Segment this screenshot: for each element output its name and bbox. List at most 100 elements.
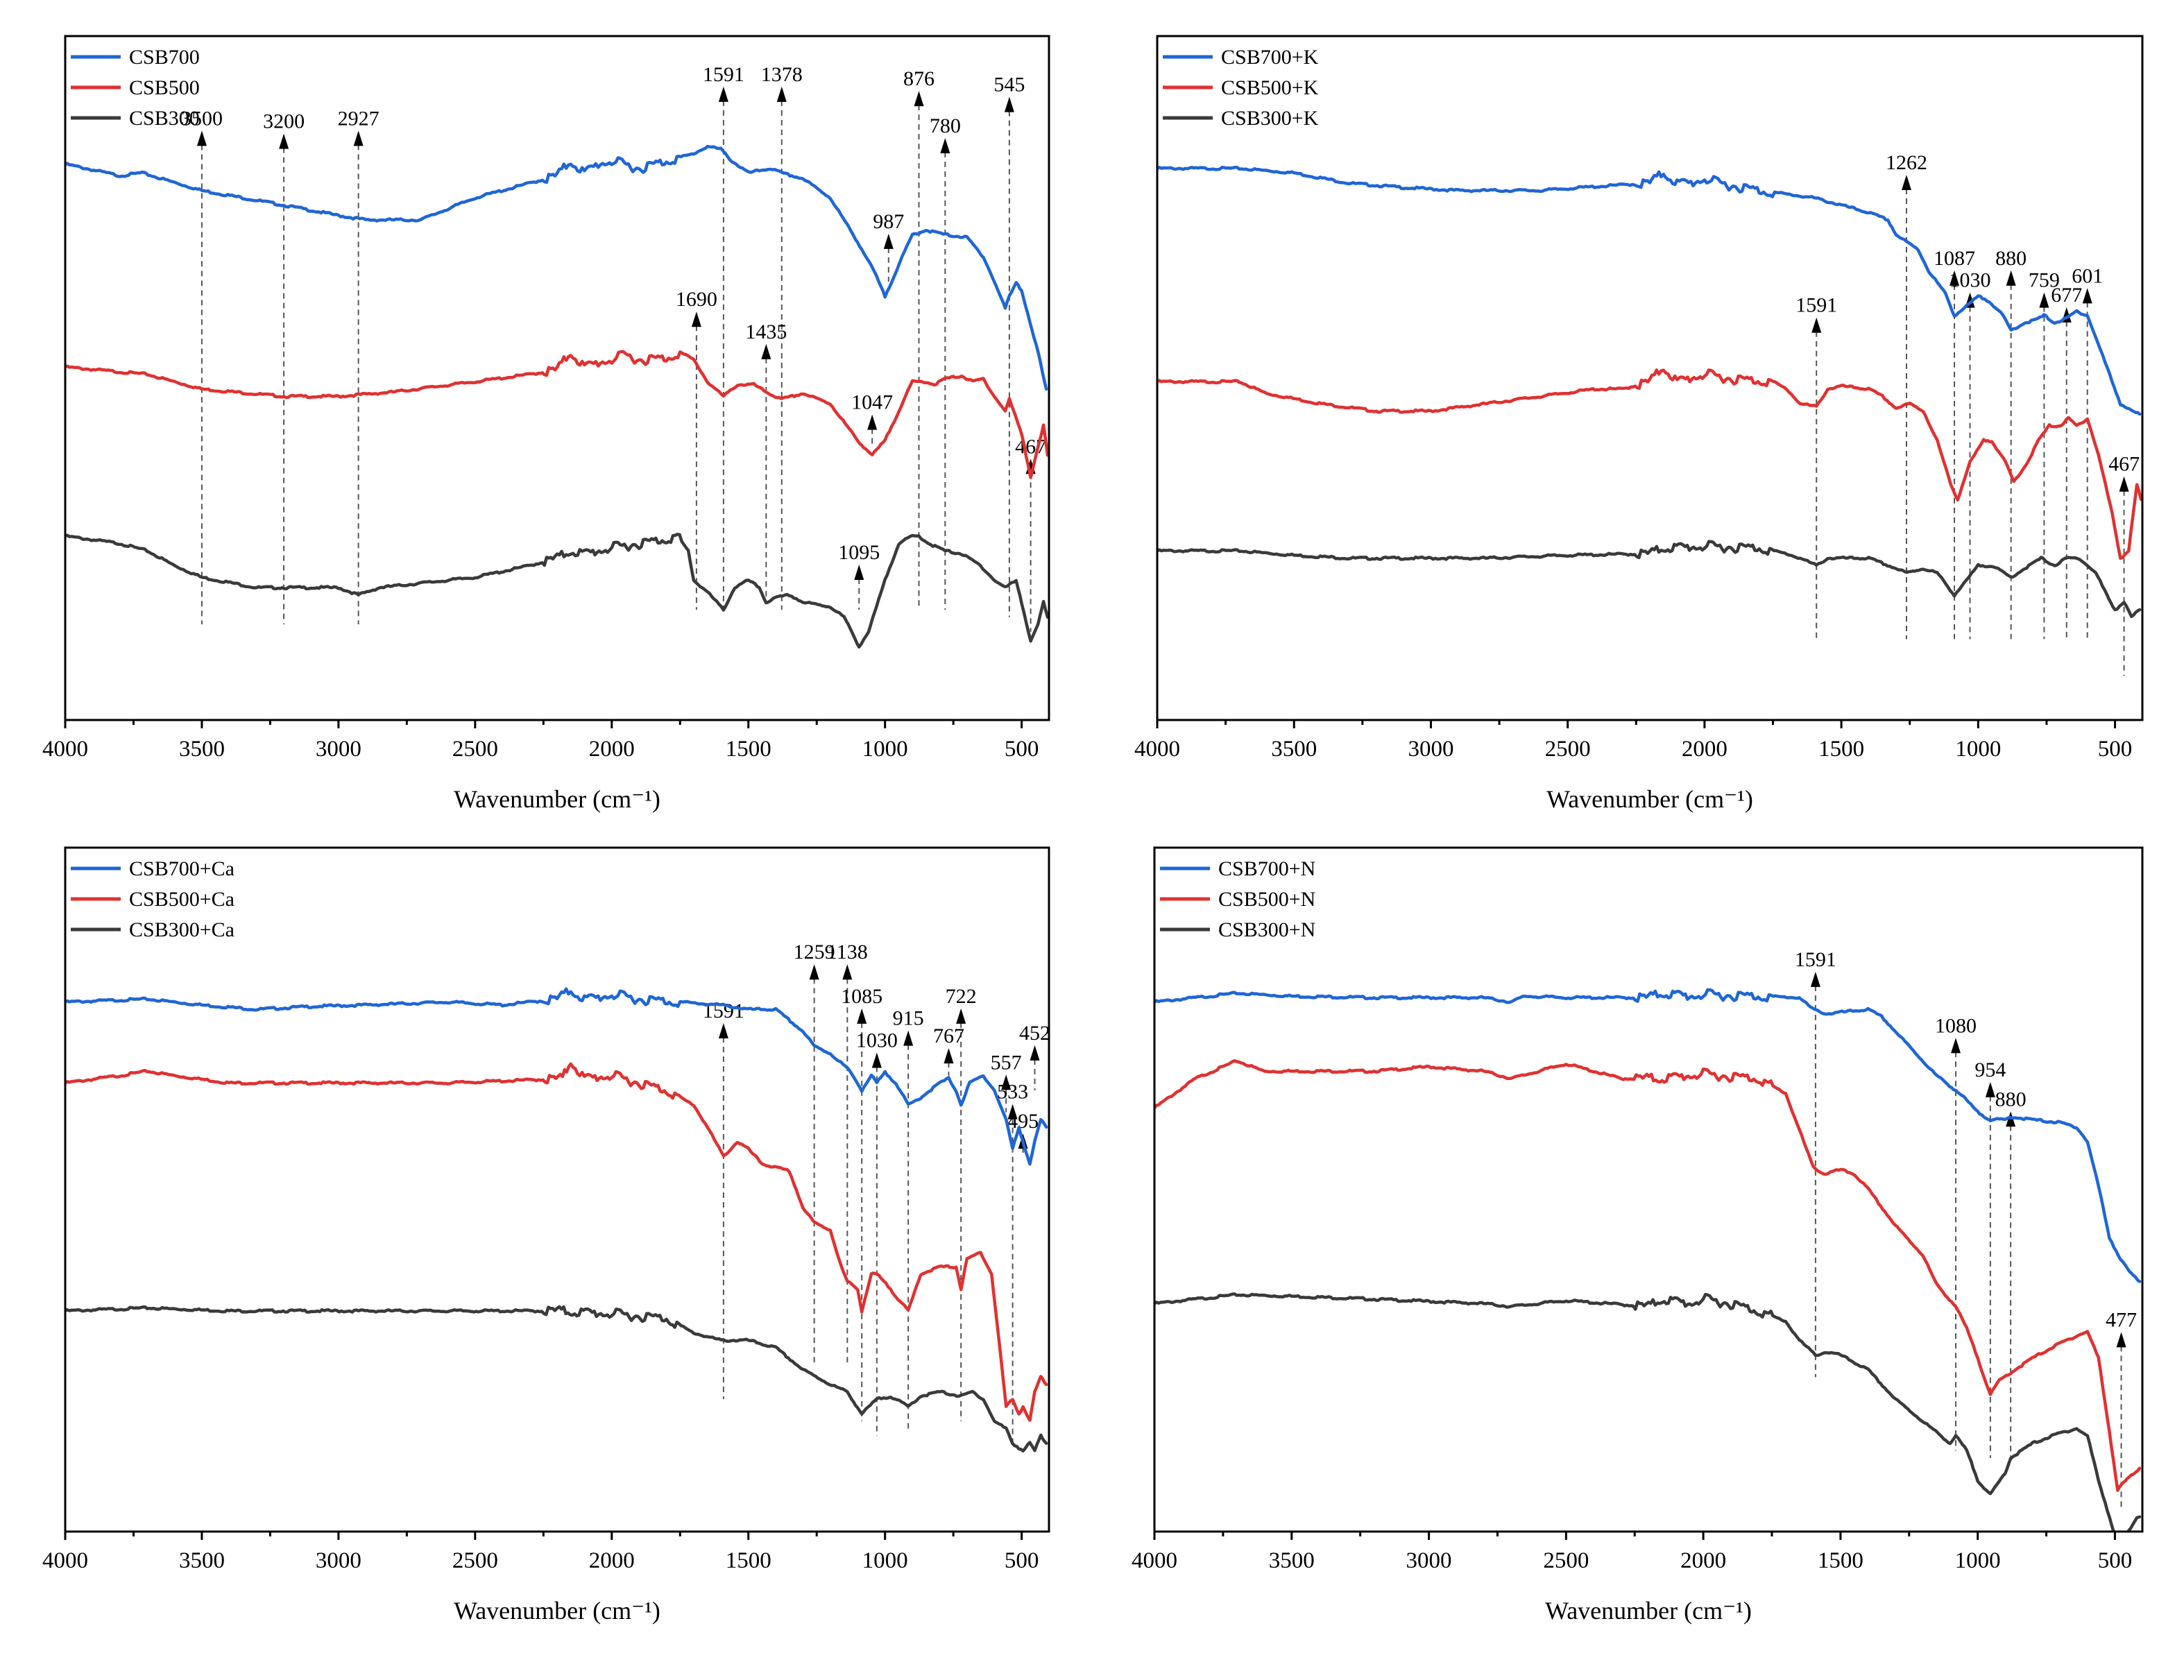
- peak-label-1030: 1030: [856, 1029, 898, 1052]
- peak-arrow-1259: [809, 964, 819, 980]
- x-tick-label: 2500: [452, 1548, 498, 1573]
- series-line-csb300: [65, 533, 1049, 649]
- x-tick-label: 4000: [1134, 737, 1180, 762]
- peak-arrow-759: [2039, 292, 2049, 308]
- peak-arrow-557: [1001, 1074, 1012, 1090]
- plot-frame: [1156, 35, 2144, 721]
- peak-label-557: 557: [991, 1051, 1022, 1074]
- x-axis-label: Wavenumber (cm⁻¹): [454, 1597, 660, 1625]
- peak-label-1591: 1591: [1795, 294, 1837, 317]
- peak-label-3200: 3200: [263, 110, 305, 133]
- peak-arrow-1378: [776, 86, 787, 102]
- legend-label: CSB700+Ca: [129, 857, 234, 880]
- peak-label-987: 987: [873, 210, 904, 233]
- peak-label-759: 759: [2029, 269, 2060, 292]
- legend-label: CSB300: [129, 107, 200, 130]
- legend-label: CSB500+Ca: [129, 888, 234, 911]
- peak-arrow-601: [2082, 288, 2092, 304]
- series-line-csb700-k: [1157, 165, 2142, 416]
- peak-arrow-1047: [867, 414, 878, 430]
- peak-arrow-954: [1985, 1081, 1995, 1097]
- panel-d: 1591 1080 954 880 477 4000 3500 3000 2500 2000 150…: [1132, 846, 2144, 1625]
- series-line-csb300-k: [1157, 540, 2142, 619]
- peak-arrow-722: [956, 1008, 966, 1024]
- peak-label-1085: 1085: [841, 985, 882, 1008]
- x-tick-label: 1000: [1955, 1548, 2001, 1573]
- x-tick-label: 1000: [1955, 737, 2001, 762]
- series-line-csb500-n: [1154, 1058, 2142, 1492]
- peak-arrow-780: [940, 138, 950, 154]
- legend-label: CSB700+N: [1218, 857, 1315, 880]
- peak-arrow-1138: [842, 964, 853, 980]
- legend-label: CSB500+N: [1218, 888, 1315, 911]
- peak-label-1138: 1138: [827, 941, 868, 963]
- peak-arrow-1087: [1950, 270, 1960, 286]
- plot-frame: [64, 846, 1050, 1533]
- peak-arrow-1085: [857, 1008, 867, 1024]
- peak-label-1080: 1080: [1935, 1014, 1977, 1037]
- peak-label-915: 915: [893, 1007, 924, 1030]
- series-line-csb300-n: [1154, 1292, 2142, 1532]
- x-tick-label: 1500: [726, 1548, 771, 1573]
- legend-label: CSB500+K: [1221, 76, 1319, 99]
- peak-arrow-915: [903, 1030, 914, 1046]
- peak-arrow-1591: [1810, 971, 1820, 987]
- peak-label-477: 477: [2106, 1308, 2137, 1331]
- peak-arrow-452: [1030, 1045, 1040, 1061]
- series-line-csb500-ca: [65, 1062, 1048, 1422]
- peak-label-1259: 1259: [794, 941, 835, 963]
- peak-label-1262: 1262: [1886, 151, 1927, 174]
- peak-arrow-1690: [691, 311, 701, 327]
- peak-arrow-477: [2116, 1332, 2126, 1348]
- peak-arrow-1095: [854, 564, 864, 580]
- x-tick-label: 4000: [42, 1548, 88, 1573]
- x-tick-label: 2000: [1680, 1548, 1726, 1573]
- legend-label: CSB300+K: [1221, 107, 1319, 130]
- x-tick-label: 3500: [179, 737, 225, 762]
- peak-label-1435: 1435: [745, 320, 787, 343]
- peak-label-533: 533: [997, 1081, 1028, 1104]
- x-tick-label: 2500: [1545, 737, 1591, 762]
- peak-label-545: 545: [993, 74, 1025, 96]
- series-line-csb700-n: [1154, 988, 2142, 1283]
- panel-a: 3500 3200 2927 1591 1378 876 545 780 987 1690 1435…: [42, 35, 1050, 813]
- peak-arrow-1435: [761, 343, 771, 359]
- peak-label-677: 677: [2051, 284, 2082, 307]
- series-line-csb700: [65, 144, 1048, 391]
- peak-label-780: 780: [930, 114, 961, 137]
- peak-arrow-1591: [718, 86, 728, 102]
- x-tick-label: 3000: [316, 737, 361, 762]
- peak-label-954: 954: [1974, 1058, 2006, 1081]
- peak-label-722: 722: [946, 985, 977, 1008]
- plot-frame: [64, 35, 1050, 721]
- peak-label-1095: 1095: [838, 541, 880, 564]
- series-line-csb500: [65, 350, 1049, 479]
- peak-label-1030: 1030: [1950, 269, 1991, 292]
- peak-arrow-1080: [1951, 1038, 1961, 1054]
- x-tick-label: 3000: [1406, 1548, 1452, 1573]
- x-tick-label: 3000: [316, 1548, 361, 1573]
- x-tick-label: 4000: [1132, 1548, 1177, 1573]
- peak-label-1087: 1087: [1934, 247, 1975, 270]
- peak-arrow-987: [883, 233, 894, 249]
- peak-arrow-2927: [353, 130, 364, 146]
- peak-label-601: 601: [2072, 264, 2103, 287]
- x-tick-label: 500: [2098, 1548, 2133, 1573]
- peak-label-876: 876: [903, 67, 935, 90]
- x-tick-label: 3500: [1271, 737, 1317, 762]
- series-line-csb700-ca: [65, 987, 1048, 1166]
- peak-arrow-767: [944, 1048, 954, 1064]
- x-tick-label: 3500: [1269, 1548, 1315, 1573]
- x-axis-label: Wavenumber (cm⁻¹): [454, 785, 660, 813]
- plot-frame: [1153, 846, 2144, 1533]
- peak-label-495: 495: [1007, 1110, 1039, 1133]
- legend-label: CSB700+K: [1221, 46, 1319, 69]
- series-line-csb500-k: [1157, 368, 2142, 560]
- x-axis-label: Wavenumber (cm⁻¹): [1546, 785, 1753, 813]
- x-tick-label: 2000: [1682, 737, 1727, 762]
- peak-label-880: 880: [1995, 247, 2027, 270]
- x-tick-label: 2000: [589, 1548, 635, 1573]
